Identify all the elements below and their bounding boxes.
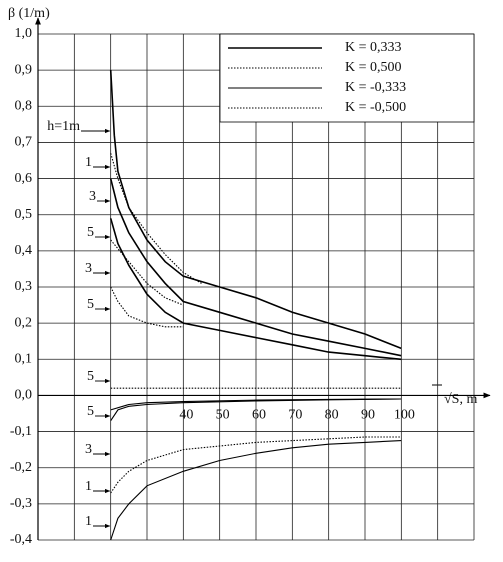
curve-label: 1 — [85, 155, 92, 170]
curve — [109, 178, 402, 357]
y-tick-label: -0,2 — [10, 460, 32, 475]
y-tick-label: -0,1 — [10, 424, 32, 439]
curve — [109, 218, 402, 361]
y-tick-label: 1,0 — [15, 26, 33, 41]
y-axis-label: β (1/m) — [8, 6, 50, 21]
x-tick-label: 90 — [361, 408, 375, 423]
x-tick-label: 70 — [288, 408, 302, 423]
y-tick-label: -0,4 — [10, 532, 32, 547]
curve-label: 5 — [87, 404, 94, 419]
y-tick-label: 0,7 — [15, 135, 33, 150]
x-tick-label: 80 — [325, 408, 339, 423]
y-tick-label: 0,2 — [15, 315, 33, 330]
curve-label: 3 — [85, 442, 92, 457]
y-tick-label: 0,0 — [15, 388, 33, 403]
curve — [110, 436, 402, 494]
x-tick-label: 60 — [252, 408, 266, 423]
y-tick-label: 0,1 — [15, 352, 33, 367]
legend-label: K = 0,500 — [345, 60, 402, 75]
x-tick-label: 100 — [394, 408, 415, 423]
y-tick-label: -0,3 — [10, 496, 32, 511]
curve-label: 5 — [87, 297, 94, 312]
legend-label: K = 0,333 — [345, 40, 402, 55]
y-tick-label: 0,8 — [15, 99, 33, 114]
y-tick-label: 0,5 — [15, 207, 33, 222]
curve — [110, 398, 402, 411]
x-tick-label: 40 — [179, 408, 193, 423]
legend-label: K = -0,500 — [345, 100, 406, 115]
curve — [109, 70, 402, 350]
curve-label: h=1m — [47, 119, 80, 134]
legend-label: K = -0,333 — [345, 80, 406, 95]
y-tick-label: 0,6 — [15, 171, 33, 186]
curve-label: 3 — [89, 189, 96, 204]
curve — [110, 239, 184, 306]
y-tick-label: 0,4 — [15, 243, 33, 258]
curve-label: 1 — [85, 479, 92, 494]
x-axis-label: √S, m — [444, 392, 477, 407]
curve-label: 5 — [87, 369, 94, 384]
x-tick-label: 50 — [216, 408, 230, 423]
y-tick-label: 0,9 — [15, 62, 33, 77]
curve — [110, 440, 402, 541]
y-tick-label: 0,3 — [15, 279, 33, 294]
curve-label: 3 — [85, 261, 92, 276]
curve-label: 1 — [85, 514, 92, 529]
curve-label: 5 — [87, 225, 94, 240]
curve — [110, 286, 184, 328]
curve — [110, 153, 202, 284]
